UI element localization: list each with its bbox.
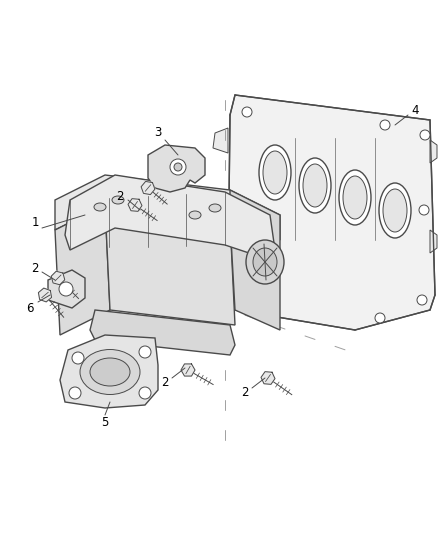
Text: 2: 2 xyxy=(31,262,39,274)
Circle shape xyxy=(380,120,390,130)
Polygon shape xyxy=(261,372,275,384)
Ellipse shape xyxy=(246,240,284,284)
Polygon shape xyxy=(181,364,195,376)
Polygon shape xyxy=(148,145,205,192)
Polygon shape xyxy=(128,199,142,212)
Circle shape xyxy=(72,352,84,364)
Ellipse shape xyxy=(90,358,130,386)
Circle shape xyxy=(375,313,385,323)
Text: 6: 6 xyxy=(26,302,34,314)
Ellipse shape xyxy=(303,164,327,207)
Ellipse shape xyxy=(263,151,287,194)
Polygon shape xyxy=(141,181,155,195)
Circle shape xyxy=(419,205,429,215)
Polygon shape xyxy=(430,230,437,253)
Text: 2: 2 xyxy=(116,190,124,203)
Polygon shape xyxy=(105,205,235,325)
Circle shape xyxy=(235,295,245,305)
Ellipse shape xyxy=(94,203,106,211)
Polygon shape xyxy=(228,95,435,330)
Text: 5: 5 xyxy=(101,416,109,429)
Ellipse shape xyxy=(379,183,411,238)
Polygon shape xyxy=(51,271,65,285)
Polygon shape xyxy=(55,205,110,335)
Polygon shape xyxy=(39,288,52,302)
Ellipse shape xyxy=(209,204,221,212)
Circle shape xyxy=(242,200,252,210)
Ellipse shape xyxy=(189,211,201,219)
Circle shape xyxy=(59,282,73,296)
Ellipse shape xyxy=(299,158,331,213)
Circle shape xyxy=(417,295,427,305)
Polygon shape xyxy=(60,335,158,408)
Polygon shape xyxy=(430,140,437,163)
Polygon shape xyxy=(48,270,85,308)
Circle shape xyxy=(242,107,252,117)
Polygon shape xyxy=(90,310,235,355)
Circle shape xyxy=(420,130,430,140)
Polygon shape xyxy=(230,190,280,330)
Circle shape xyxy=(139,346,151,358)
Circle shape xyxy=(139,387,151,399)
Polygon shape xyxy=(213,128,228,153)
Ellipse shape xyxy=(343,176,367,219)
Ellipse shape xyxy=(383,189,407,232)
Text: 1: 1 xyxy=(31,215,39,229)
Polygon shape xyxy=(213,258,228,283)
Circle shape xyxy=(174,163,182,171)
Polygon shape xyxy=(55,175,280,240)
Text: 4: 4 xyxy=(411,103,419,117)
Ellipse shape xyxy=(259,145,291,200)
Text: 3: 3 xyxy=(154,126,162,140)
Circle shape xyxy=(69,387,81,399)
Text: 2: 2 xyxy=(161,376,169,389)
Ellipse shape xyxy=(112,196,124,204)
Polygon shape xyxy=(213,193,228,218)
Ellipse shape xyxy=(80,350,140,394)
Circle shape xyxy=(170,159,186,175)
Ellipse shape xyxy=(339,170,371,225)
Text: 2: 2 xyxy=(241,385,249,399)
Ellipse shape xyxy=(253,248,277,276)
Polygon shape xyxy=(65,175,275,260)
